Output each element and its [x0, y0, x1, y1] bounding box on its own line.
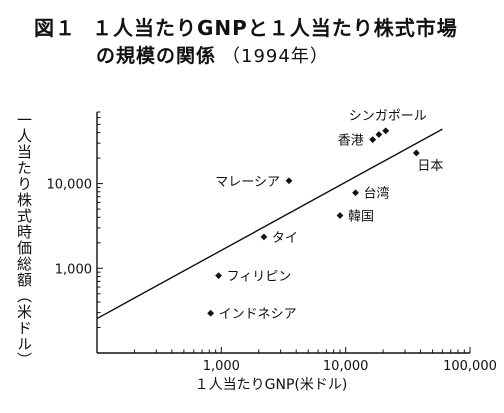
data-point	[285, 177, 293, 185]
data-label: タイ	[272, 231, 298, 246]
data-label: シンガポール	[349, 109, 427, 124]
data-label: 香港	[338, 134, 364, 149]
data-label: 台湾	[364, 186, 390, 202]
data-point	[215, 272, 222, 279]
data-point	[352, 189, 359, 197]
data-label: 韓国	[348, 209, 374, 224]
x-tick-label: 10,000	[323, 359, 369, 374]
data-point	[412, 149, 420, 157]
title-text-1: １人当たりGNPと１人当たり株式市場	[92, 16, 458, 40]
data-point	[369, 136, 377, 144]
data-point	[260, 233, 268, 241]
x-tick-label: 1,000	[203, 359, 240, 374]
x-tick-label: 100,000	[443, 359, 497, 374]
trend-line-group	[96, 128, 443, 320]
axes: 1,000 10,000 100,000 1,000 10,000	[47, 111, 497, 374]
data-label: マレーシア	[215, 175, 280, 190]
data-label: インドネシア	[219, 307, 297, 322]
chart-title: 図１ １人当たりGNPと１人当たり株式市場 の規模の関係 （1994年）	[34, 14, 458, 71]
data-label: フィリピン	[227, 270, 292, 285]
data-point	[336, 212, 344, 219]
title-line-2: の規模の関係 （1994年）	[34, 42, 458, 71]
title-text-2: の規模の関係	[96, 45, 217, 67]
data-label: 日本	[417, 159, 443, 174]
x-axis-label: １人当たりGNP(米ドル)	[195, 377, 348, 393]
y-tick-label: 1,000	[55, 262, 92, 277]
title-year: （1994年）	[222, 46, 329, 67]
trend-line	[96, 128, 443, 320]
data-point	[382, 127, 390, 135]
y-tick-label: 10,000	[47, 178, 93, 193]
y-axis-label: 一人当たり株式時価総額（米ドル）	[15, 112, 33, 368]
data-point	[207, 309, 215, 317]
data-point	[375, 131, 383, 138]
figure-number: 図１	[34, 16, 76, 40]
title-line-1: 図１ １人当たりGNPと１人当たり株式市場	[34, 14, 458, 42]
